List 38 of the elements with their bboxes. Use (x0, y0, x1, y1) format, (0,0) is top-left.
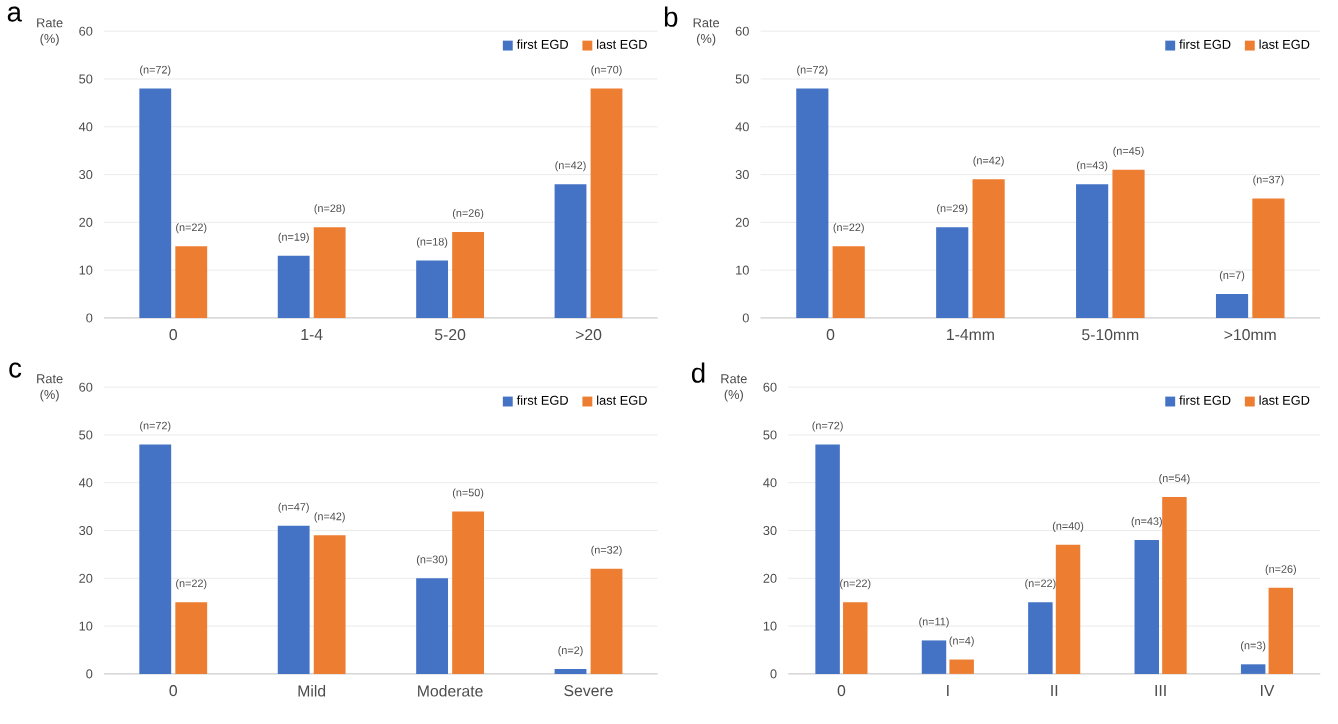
bar (590, 88, 623, 319)
bar (815, 444, 840, 675)
bar (1240, 664, 1266, 675)
bar (921, 640, 947, 675)
bar (1268, 588, 1294, 675)
bar (1028, 602, 1053, 675)
bar (1162, 497, 1187, 675)
bar (416, 578, 449, 675)
bar (796, 88, 829, 319)
bar (843, 602, 868, 675)
chart-title: c (9, 362, 22, 378)
bar (313, 227, 346, 319)
bar (277, 526, 310, 675)
bar (554, 669, 587, 675)
bar (416, 260, 449, 319)
chart-title: b (664, 6, 678, 28)
bar (139, 88, 172, 319)
bar (1252, 198, 1285, 319)
bar (277, 256, 310, 319)
bar (175, 602, 208, 675)
bar (175, 246, 208, 319)
chart-title: a (7, 6, 22, 23)
bar (313, 535, 346, 675)
bar (972, 179, 1005, 319)
bar (139, 444, 172, 675)
bar (936, 227, 969, 319)
bar (1112, 170, 1145, 319)
bar (1076, 184, 1109, 319)
bar (452, 511, 485, 675)
bar (452, 232, 485, 319)
bar (1134, 540, 1159, 675)
chart-title: d (691, 362, 705, 384)
bar (554, 184, 587, 319)
bar (832, 246, 865, 319)
bar (949, 659, 974, 675)
bar (1055, 545, 1081, 675)
bar (1215, 294, 1249, 319)
bar (590, 569, 623, 675)
